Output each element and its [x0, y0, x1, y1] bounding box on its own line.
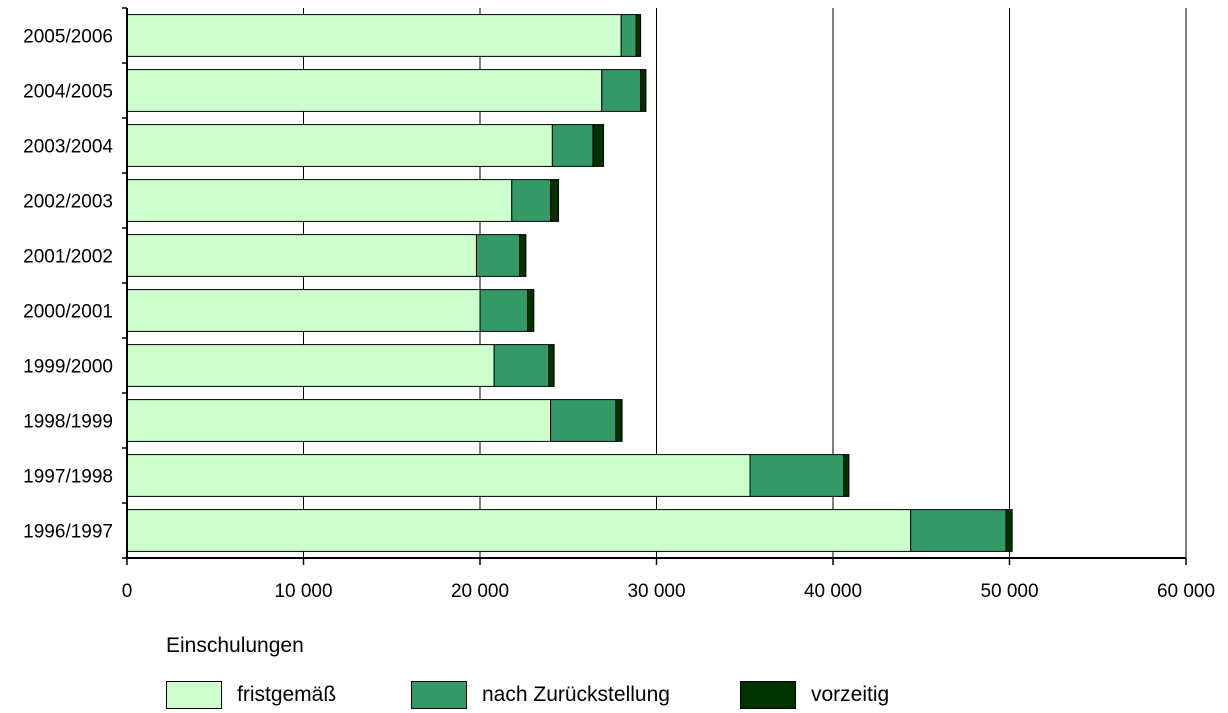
- x-tick-label-0: 0: [122, 581, 133, 602]
- legend-swatch-nach-zurueckstellung: [411, 681, 467, 709]
- category-label-2001-2002: 2001/2002: [23, 247, 113, 268]
- legend-item-fristgemass: fristgemäß: [166, 680, 336, 710]
- legend-item-vorzeitig: vorzeitig: [740, 680, 889, 710]
- bar-fristgemass-1997-1998: [126, 454, 751, 497]
- bar-fristgemass-1998-1999: [126, 399, 552, 442]
- legend-label-vorzeitig: vorzeitig: [811, 683, 890, 706]
- bar-nach-zuruckstellung-1999-2000: [493, 344, 550, 387]
- category-label-1998-1999: 1998/1999: [23, 412, 113, 433]
- bar-fristgemass-2005-2006: [126, 14, 622, 57]
- category-label-2004-2005: 2004/2005: [23, 82, 113, 103]
- bar-nach-zuruckstellung-2002-2003: [511, 179, 552, 222]
- bar-vorzeitig-2000-2001: [527, 289, 535, 332]
- bar-vorzeitig-1999-2000: [548, 344, 555, 387]
- bars: [126, 14, 1013, 552]
- bar-nach-zuruckstellung-1997-1998: [749, 454, 845, 497]
- bar-vorzeitig-2001-2002: [519, 234, 527, 277]
- category-label-1996-1997: 1996/1997: [23, 522, 113, 543]
- bar-nach-zuruckstellung-1996-1997: [910, 509, 1007, 552]
- x-tick-label-2: 20 000: [451, 581, 509, 602]
- category-label-2002-2003: 2002/2003: [23, 192, 113, 213]
- x-tick-label-6: 60 000: [1157, 581, 1215, 602]
- bar-fristgemass-2000-2001: [126, 289, 481, 332]
- category-label-1997-1998: 1997/1998: [23, 467, 113, 488]
- x-tick-label-1: 10 000: [274, 581, 332, 602]
- legend-label-fristgemass: fristgemäß: [237, 683, 337, 706]
- bar-fristgemass-1996-1997: [126, 509, 912, 552]
- category-label-1999-2000: 1999/2000: [23, 357, 113, 378]
- axes: [122, 7, 1187, 565]
- legend-title: Einschulungen: [166, 634, 304, 657]
- bar-nach-zuruckstellung-2003-2004: [551, 124, 594, 167]
- legend-swatch-fristgemass: [166, 681, 222, 709]
- labels: 2005/2006 2004/2005 2003/2004 2002/2003 2001…: [23, 27, 1215, 603]
- x-tick-label-4: 40 000: [804, 581, 862, 602]
- bar-nach-zuruckstellung-2000-2001: [479, 289, 529, 332]
- bar-fristgemass-2004-2005: [126, 69, 603, 112]
- bar-vorzeitig-1998-1999: [615, 399, 623, 442]
- category-label-2000-2001: 2000/2001: [23, 302, 113, 323]
- bar-fristgemass-1999-2000: [126, 344, 495, 387]
- bar-vorzeitig-2003-2004: [592, 124, 605, 167]
- bar-fristgemass-2001-2002: [126, 234, 477, 277]
- category-label-2003-2004: 2003/2004: [23, 137, 113, 158]
- category-label-2005-2006: 2005/2006: [23, 27, 113, 48]
- bar-fristgemass-2002-2003: [126, 179, 513, 222]
- bar-nach-zuruckstellung-1998-1999: [550, 399, 617, 442]
- bar-vorzeitig-1997-1998: [843, 454, 850, 497]
- bar-nach-zuruckstellung-2005-2006: [620, 14, 637, 57]
- bar-vorzeitig-1996-1997: [1005, 509, 1013, 552]
- legend-swatch-vorzeitig: [740, 681, 796, 709]
- bar-fristgemass-2003-2004: [126, 124, 553, 167]
- legend-item-nach-zurueckstellung: nach Zurückstellung: [411, 680, 670, 710]
- x-tick-label-5: 50 000: [980, 581, 1038, 602]
- bar-nach-zuruckstellung-2001-2002: [475, 234, 521, 277]
- bar-nach-zuruckstellung-2004-2005: [601, 69, 642, 112]
- bar-vorzeitig-2004-2005: [640, 69, 647, 112]
- legend-label-nach-zurueckstellung: nach Zurückstellung: [482, 683, 670, 706]
- x-tick-label-3: 30 000: [627, 581, 685, 602]
- bar-vorzeitig-2005-2006: [635, 14, 642, 57]
- bar-vorzeitig-2002-2003: [550, 179, 560, 222]
